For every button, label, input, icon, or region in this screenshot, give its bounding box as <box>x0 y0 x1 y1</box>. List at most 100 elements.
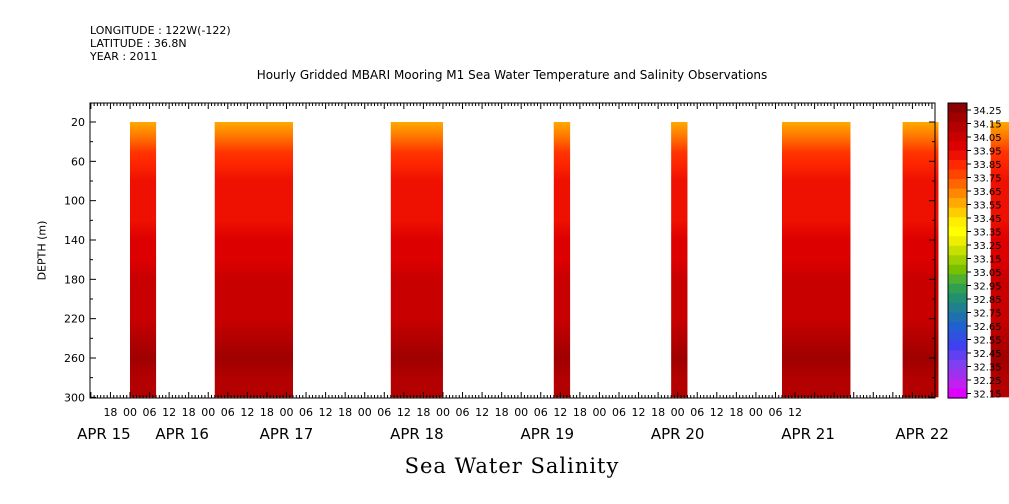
colorbar-label: 32.45 <box>973 349 1002 360</box>
x-day-label: APR 18 <box>390 425 444 443</box>
colorbar-swatch <box>948 141 967 152</box>
colorbar-label: 33.35 <box>973 228 1002 239</box>
y-tick-label: 220 <box>64 313 85 326</box>
colorbar-label: 33.25 <box>973 241 1002 252</box>
latitude-label: LATITUDE : 36.8N <box>90 37 187 50</box>
colorbar-swatch <box>948 226 967 237</box>
colorbar-frame <box>947 102 968 399</box>
x-tick-label: 12 <box>397 406 411 419</box>
x-tick-label: 00 <box>436 406 450 419</box>
colorbar-swatch <box>948 388 967 399</box>
x-day-label: APR 15 <box>77 425 131 443</box>
x-tick-label: 18 <box>729 406 743 419</box>
colorbar-swatch <box>948 321 967 332</box>
colorbar-swatch <box>948 378 967 390</box>
x-tick-label: 00 <box>358 406 372 419</box>
colorbar-swatch <box>948 169 967 180</box>
x-tick-label: 12 <box>319 406 333 419</box>
x-tick-label: 00 <box>123 406 137 419</box>
data-segment <box>671 122 688 398</box>
x-day-label: APR 17 <box>260 425 314 443</box>
data-segment <box>214 122 293 398</box>
data-segment <box>782 122 851 398</box>
longitude-label: LONGITUDE : 122W(-122) <box>90 24 231 37</box>
axes: 20 60 100 140 180 220 260 300 18 00 06 12 18 00 06 12 18… <box>64 103 949 443</box>
colorbar-swatch <box>948 150 967 161</box>
y-tick-label: 60 <box>71 155 85 168</box>
colorbar-swatch <box>948 160 967 171</box>
x-tick-label: 06 <box>612 406 626 419</box>
colorbar-label: 32.65 <box>973 322 1002 333</box>
colorbar-swatch <box>948 331 967 342</box>
colorbar-swatch <box>948 340 967 352</box>
x-tick-label: 18 <box>338 406 352 419</box>
data-segments <box>130 122 1009 398</box>
colorbar-label: 32.85 <box>973 295 1002 306</box>
colorbar-swatch <box>948 179 967 190</box>
x-tick-label: 00 <box>201 406 215 419</box>
x-tick-label: 06 <box>690 406 704 419</box>
colorbar-label: 32.15 <box>973 390 1002 401</box>
x-tick-label: 06 <box>768 406 782 419</box>
x-tick-label: 18 <box>103 406 117 419</box>
plot-frame <box>89 102 936 399</box>
colorbar-swatch <box>948 350 967 361</box>
x-tick-label: 06 <box>534 406 548 419</box>
y-tick-label: 140 <box>64 234 85 247</box>
y-tick-label: 20 <box>71 116 85 129</box>
data-segment <box>553 122 571 398</box>
x-tick-label: 12 <box>710 406 724 419</box>
y-tick-label: 180 <box>64 273 85 286</box>
colorbar-swatch <box>948 245 967 256</box>
x-tick-label: 06 <box>299 406 313 419</box>
colorbar-label: 34.25 <box>973 106 1002 117</box>
x-tick-label: 06 <box>377 406 391 419</box>
colorbar-swatch <box>948 112 967 123</box>
y-tick-label: 300 <box>64 391 85 404</box>
x-day-label: APR 20 <box>651 425 705 443</box>
x-tick-label: 06 <box>456 406 470 419</box>
x-tick-label: 12 <box>553 406 567 419</box>
x-tick-label: 18 <box>416 406 430 419</box>
x-tick-label: 00 <box>514 406 528 419</box>
data-segment <box>130 122 157 398</box>
colorbar-label: 32.35 <box>973 363 1002 374</box>
x-tick-label: 18 <box>573 406 587 419</box>
x-tick-label: 12 <box>475 406 489 419</box>
colorbar-swatch <box>948 188 967 199</box>
colorbar-swatch <box>948 293 967 304</box>
colorbar-label: 33.55 <box>973 201 1002 212</box>
colorbar-swatch <box>948 198 967 209</box>
colorbar-swatch <box>948 207 967 218</box>
x-tick-label: 00 <box>279 406 293 419</box>
colorbar-label: 33.45 <box>973 214 1002 225</box>
data-segment <box>990 122 1009 398</box>
x-tick-label: 12 <box>162 406 176 419</box>
colorbar-label: 33.65 <box>973 187 1002 198</box>
x-tick-label: 00 <box>671 406 685 419</box>
colorbar-swatch <box>948 302 967 313</box>
x-day-label: APR 22 <box>895 425 949 443</box>
data-segment <box>902 122 939 398</box>
colorbar: 34.25 34.15 34.05 33.95 33.85 33.75 33.65 33.55… <box>947 102 1002 401</box>
colorbar-swatch <box>948 283 967 294</box>
x-day-label: APR 21 <box>781 425 835 443</box>
x-tick-label: 06 <box>143 406 157 419</box>
colorbar-swatch <box>948 236 967 247</box>
colorbar-swatch <box>948 122 967 133</box>
x-tick-label: 18 <box>651 406 665 419</box>
colorbar-swatch <box>948 255 967 266</box>
colorbar-label: 32.95 <box>973 282 1002 293</box>
colorbar-label: 33.15 <box>973 255 1002 266</box>
x-tick-label: 00 <box>749 406 763 419</box>
data-segment <box>390 122 443 398</box>
x-tick-label: 18 <box>495 406 509 419</box>
colorbar-swatch <box>948 312 967 323</box>
colorbar-swatch <box>948 131 967 142</box>
colorbar-label: 33.05 <box>973 268 1002 279</box>
colorbar-label: 34.15 <box>973 120 1002 131</box>
colorbar-swatch <box>948 274 967 285</box>
y-axis-label: DEPTH (m) <box>35 220 49 281</box>
x-day-label: APR 16 <box>155 425 209 443</box>
x-tick-label: 06 <box>221 406 235 419</box>
